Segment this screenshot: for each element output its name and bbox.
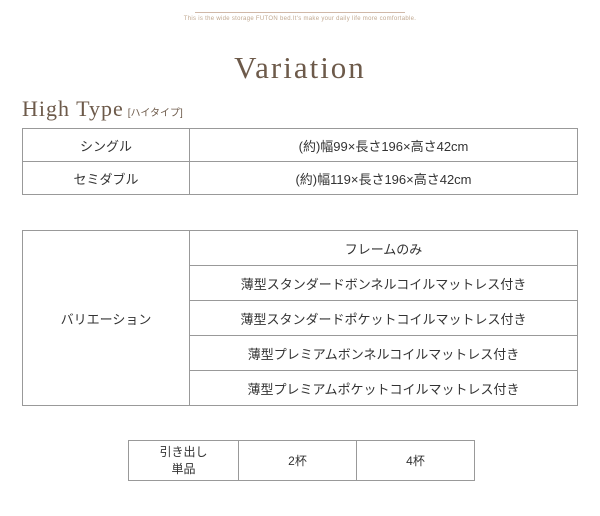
drawer-value: 2杯 [239,441,357,481]
size-name: セミダブル [23,162,190,195]
drawer-label: 引き出し 単品 [129,441,239,481]
size-dimensions: (約)幅119×長さ196×高さ42cm [190,162,578,195]
variation-option: 薄型スタンダードボンネルコイルマットレス付き [190,266,578,301]
drawer-label-line2: 単品 [171,462,195,476]
high-type-heading: High Type [ハイタイプ] [22,96,183,122]
high-type-en: High Type [22,96,124,122]
variation-label: バリエーション [23,231,190,406]
variation-option: フレームのみ [190,231,578,266]
table-row: 引き出し 単品 2杯 4杯 [129,441,475,481]
table-row: セミダブル (約)幅119×長さ196×高さ42cm [23,162,578,195]
page-title: Variation [0,50,600,86]
drawer-table: 引き出し 単品 2杯 4杯 [128,440,475,481]
table-row: バリエーション フレームのみ [23,231,578,266]
variation-option: 薄型スタンダードポケットコイルマットレス付き [190,301,578,336]
decorative-line [195,12,405,13]
header-subtitle: This is the wide storage FUTON bed.It's … [0,16,600,22]
variation-option: 薄型プレミアムボンネルコイルマットレス付き [190,336,578,371]
size-table: シングル (約)幅99×長さ196×高さ42cm セミダブル (約)幅119×長… [22,128,578,195]
drawer-value: 4杯 [357,441,475,481]
variation-option: 薄型プレミアムポケットコイルマットレス付き [190,371,578,406]
size-dimensions: (約)幅99×長さ196×高さ42cm [190,129,578,162]
high-type-jp: [ハイタイプ] [128,104,183,119]
variation-table: バリエーション フレームのみ 薄型スタンダードボンネルコイルマットレス付き 薄型… [22,230,578,406]
size-name: シングル [23,129,190,162]
table-row: シングル (約)幅99×長さ196×高さ42cm [23,129,578,162]
drawer-label-line1: 引き出し [159,445,207,459]
